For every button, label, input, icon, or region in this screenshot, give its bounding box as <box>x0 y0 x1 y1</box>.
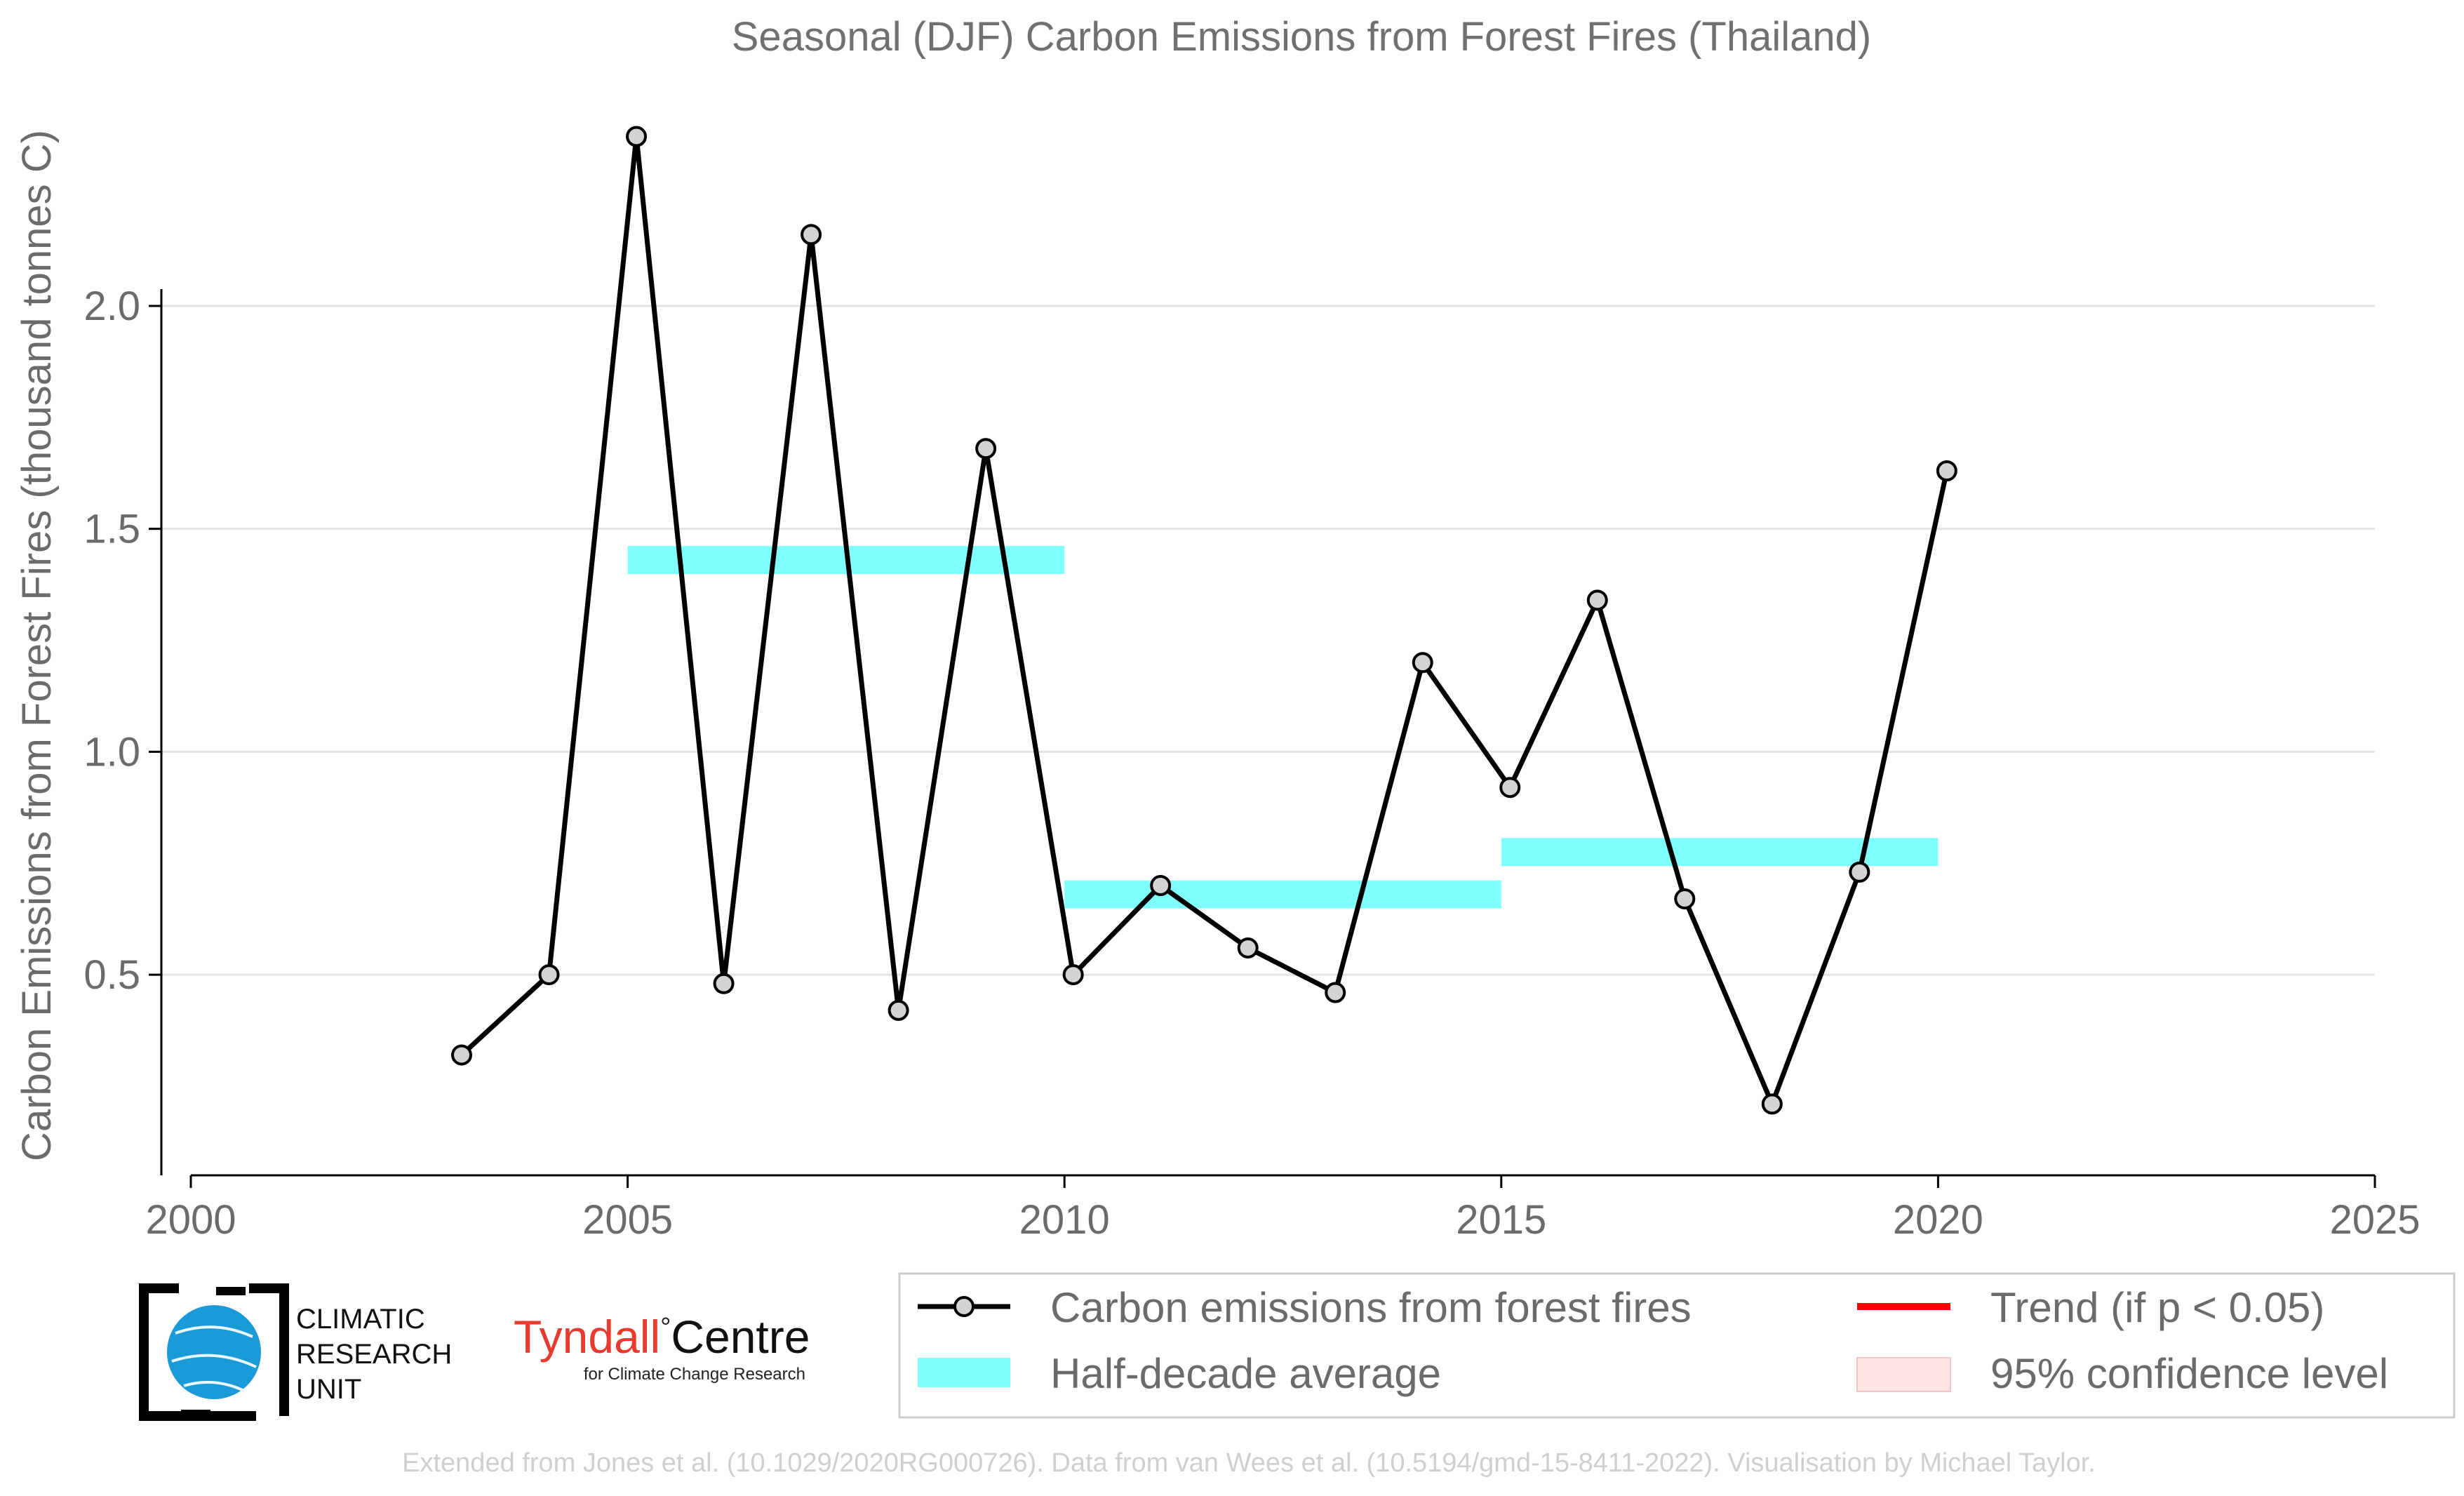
data-line <box>460 136 1950 1111</box>
cru-line-3: UNIT <box>296 1374 361 1405</box>
x-tick-label: 2010 <box>1019 1197 1110 1243</box>
y-tick-label: 1.5 <box>83 507 140 552</box>
half-decade-bars <box>627 546 1939 909</box>
globe-icon <box>167 1305 261 1399</box>
x-tick-label: 2000 <box>145 1197 236 1243</box>
tyndall-centre-text: Centre <box>671 1311 810 1363</box>
data-point <box>713 973 735 994</box>
legend: Carbon emissions from forest fires Trend… <box>898 1272 2456 1419</box>
data-point <box>1674 888 1696 910</box>
legend-average-swatch <box>918 1358 1010 1387</box>
legend-label-emissions: Carbon emissions from forest fires <box>1050 1284 1692 1331</box>
tyndall-main-text: Tyndall <box>514 1311 660 1363</box>
data-point <box>888 999 909 1021</box>
legend-marker-swatch <box>953 1296 975 1317</box>
cru-logo: CLIMATIC RESEARCH UNIT <box>139 1283 452 1421</box>
y-axis-label: Carbon Emissions from Forest Fires (thou… <box>14 130 60 1161</box>
data-point <box>1062 964 1084 986</box>
x-tick-label: 2020 <box>1893 1197 1983 1243</box>
data-point <box>1849 861 1870 883</box>
cru-line-1: CLIMATIC <box>296 1304 425 1335</box>
data-point <box>1499 777 1521 799</box>
data-point <box>538 964 560 986</box>
data-point <box>1761 1093 1783 1115</box>
data-points <box>451 126 1957 1115</box>
half-decade-average-bar <box>1064 880 1501 909</box>
y-tick-label: 1.0 <box>83 729 140 775</box>
cru-line-2: RESEARCH <box>296 1339 452 1370</box>
data-point <box>1150 874 1172 896</box>
x-tick-label: 2015 <box>1456 1197 1546 1243</box>
data-point <box>975 438 997 460</box>
x-ticks: 2000 2005 2010 2015 2020 2025 <box>145 1175 2421 1243</box>
emissions-series-line <box>460 136 1950 1111</box>
credit-line: Extended from Jones et al. (10.1029/2020… <box>402 1448 2096 1478</box>
legend-label-average: Half-decade average <box>1050 1350 1441 1397</box>
gridlines <box>161 305 2375 976</box>
legend-label-confidence: 95% confidence level <box>1990 1350 2388 1397</box>
data-point <box>801 224 822 246</box>
legend-label-trend: Trend (if p < 0.05) <box>1990 1284 2324 1331</box>
data-point <box>1412 652 1433 674</box>
tyndall-logo: Tyndall°Centre for Climate Change Resear… <box>514 1311 810 1384</box>
data-point <box>1237 937 1259 959</box>
half-decade-average-bar <box>1501 838 1939 867</box>
svg-text:Tyndall°Centre: Tyndall°Centre <box>514 1311 810 1363</box>
legend-frame <box>898 1272 2456 1419</box>
chart-title: Seasonal (DJF) Carbon Emissions from For… <box>732 14 1871 60</box>
data-point <box>451 1044 473 1066</box>
y-tick-label: 2.0 <box>83 283 140 329</box>
data-point <box>1936 460 1957 482</box>
degree-mark: ° <box>660 1313 671 1342</box>
data-point <box>626 126 648 147</box>
y-tick-label: 0.5 <box>83 952 140 998</box>
x-tick-label: 2025 <box>2329 1197 2420 1243</box>
x-tick-label: 2005 <box>582 1197 673 1243</box>
data-point <box>1586 589 1608 611</box>
tyndall-subtitle: for Climate Change Research <box>584 1365 805 1384</box>
legend-confidence-swatch <box>1856 1357 1951 1392</box>
y-ticks: 0.5 1.0 1.5 2.0 <box>83 283 161 998</box>
data-point <box>1325 982 1346 1003</box>
